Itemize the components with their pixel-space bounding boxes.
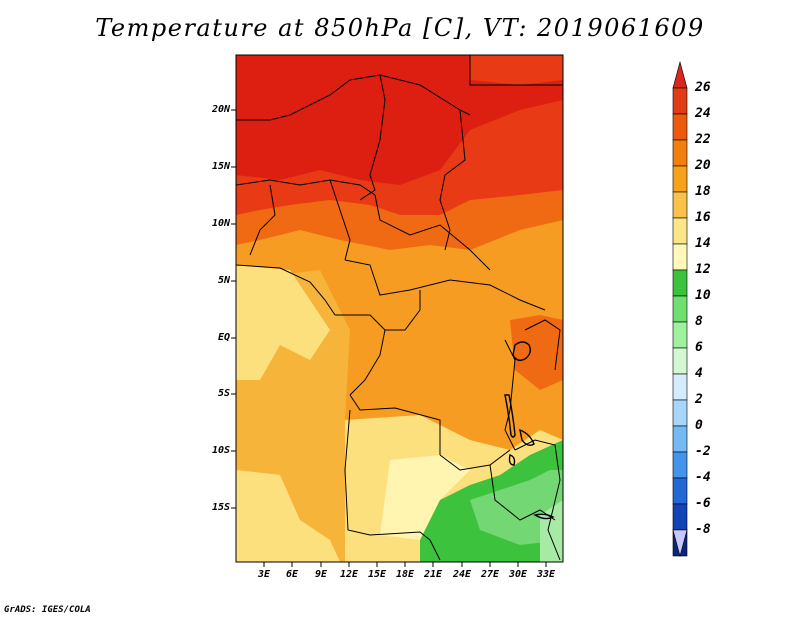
map-frame bbox=[235, 54, 564, 563]
lat-tick-15s: 15S bbox=[211, 502, 230, 513]
colorbar-label: 22 bbox=[695, 132, 711, 147]
colorbar-band bbox=[672, 477, 688, 505]
field-16-south bbox=[236, 470, 340, 562]
colorbar-label: 0 bbox=[695, 418, 703, 433]
colorbar-label: -8 bbox=[695, 522, 711, 537]
field-26 bbox=[236, 55, 563, 185]
chart-title: Temperature at 850hPa [C], VT: 201906160… bbox=[95, 14, 705, 42]
colorbar-top-arrow bbox=[672, 60, 688, 89]
lon-tick-3e: 3E bbox=[257, 569, 271, 580]
lakes bbox=[504, 341, 555, 520]
lon-tick-12e: 12E bbox=[339, 569, 359, 580]
colorbar-band bbox=[672, 425, 688, 453]
lon-tick-6e: 6E bbox=[285, 569, 299, 580]
grads-credit: GrADS: IGES/COLA bbox=[4, 605, 91, 615]
lon-tick-30e: 30E bbox=[508, 569, 528, 580]
colorbar-band bbox=[672, 451, 688, 479]
lat-tick-eq: EQ bbox=[217, 332, 230, 343]
colorbar-band bbox=[672, 503, 688, 531]
lon-tick-27e: 27E bbox=[480, 569, 500, 580]
colorbar-label: 4 bbox=[695, 366, 703, 381]
colorbar-band bbox=[672, 139, 688, 167]
colorbar-band bbox=[672, 399, 688, 427]
colorbar-band bbox=[672, 373, 688, 401]
colorbar-band bbox=[672, 243, 688, 271]
lon-tick-24e: 24E bbox=[452, 569, 472, 580]
axis-ticks bbox=[231, 109, 547, 567]
colorbar-band bbox=[672, 347, 688, 375]
lon-tick-15e: 15E bbox=[367, 569, 387, 580]
colorbar-label: 12 bbox=[695, 262, 711, 277]
colorbar-label: -6 bbox=[695, 496, 711, 511]
colorbar-label: 6 bbox=[695, 340, 703, 355]
colorbar-band bbox=[672, 191, 688, 219]
colorbar-label: 16 bbox=[695, 210, 711, 225]
lon-tick-33e: 33E bbox=[536, 569, 556, 580]
colorbar-band bbox=[672, 295, 688, 323]
lat-tick-20n: 20N bbox=[211, 104, 230, 115]
lat-tick-10n: 10N bbox=[211, 218, 230, 229]
temperature-field bbox=[236, 55, 563, 562]
field-10 bbox=[470, 470, 563, 545]
colorbar-band bbox=[672, 87, 688, 115]
lat-tick-5s: 5S bbox=[217, 388, 230, 399]
colorbar-label: 2 bbox=[695, 392, 703, 407]
country-borders bbox=[236, 55, 563, 561]
lon-tick-18e: 18E bbox=[395, 569, 415, 580]
colorbar-label: 8 bbox=[695, 314, 703, 329]
colorbar bbox=[672, 60, 688, 558]
colorbar-bottom-arrow bbox=[672, 529, 688, 558]
colorbar-label: 18 bbox=[695, 184, 711, 199]
colorbar-label: 10 bbox=[695, 288, 711, 303]
colorbar-band bbox=[672, 217, 688, 245]
lon-tick-21e: 21E bbox=[423, 569, 443, 580]
colorbar-band bbox=[672, 321, 688, 349]
field-22-east bbox=[510, 315, 563, 390]
colorbar-label: 26 bbox=[695, 80, 711, 95]
lat-tick-10s: 10S bbox=[211, 445, 230, 456]
field-16-coast bbox=[236, 265, 330, 380]
colorbar-label: 24 bbox=[695, 106, 711, 121]
lon-tick-9e: 9E bbox=[314, 569, 328, 580]
colorbar-label: -2 bbox=[695, 444, 711, 459]
colorbar-label: 14 bbox=[695, 236, 711, 251]
colorbar-band bbox=[672, 269, 688, 297]
colorbar-band bbox=[672, 165, 688, 193]
colorbar-label: 20 bbox=[695, 158, 711, 173]
field-14-south bbox=[380, 455, 470, 540]
lat-tick-15n: 15N bbox=[211, 161, 230, 172]
colorbar-label: -4 bbox=[695, 470, 711, 485]
lat-tick-5n: 5N bbox=[217, 275, 230, 286]
field-8 bbox=[540, 500, 563, 562]
colorbar-band bbox=[672, 113, 688, 141]
